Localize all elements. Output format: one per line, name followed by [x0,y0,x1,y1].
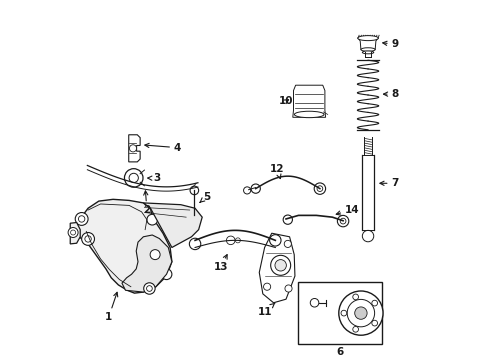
Circle shape [75,212,88,225]
Circle shape [372,300,377,306]
Text: 12: 12 [270,164,284,179]
Ellipse shape [358,36,378,41]
Polygon shape [70,222,80,244]
Text: 5: 5 [200,192,210,202]
Circle shape [347,300,375,327]
Circle shape [270,255,291,275]
Text: 6: 6 [337,347,344,357]
Circle shape [189,238,201,249]
Text: 1: 1 [105,292,118,322]
Circle shape [270,235,281,246]
Circle shape [353,327,359,332]
Text: 13: 13 [214,255,228,272]
Circle shape [317,186,323,192]
Text: 3: 3 [147,173,160,183]
Circle shape [355,307,367,319]
Circle shape [71,230,75,235]
Text: 9: 9 [383,39,398,49]
Circle shape [340,218,346,224]
Polygon shape [293,85,325,117]
Circle shape [362,230,374,242]
Polygon shape [259,233,295,303]
Polygon shape [358,38,378,50]
Circle shape [150,249,160,260]
Circle shape [235,238,241,243]
Text: 10: 10 [279,96,294,106]
Bar [298,282,382,345]
Circle shape [124,169,143,187]
Circle shape [161,269,172,280]
Circle shape [78,216,85,222]
Circle shape [244,187,251,194]
Circle shape [144,283,155,294]
Circle shape [129,145,137,152]
Circle shape [338,215,349,227]
Circle shape [353,294,359,300]
Polygon shape [77,199,172,293]
Text: 14: 14 [336,205,359,215]
Circle shape [82,233,95,246]
Polygon shape [129,135,140,162]
Circle shape [310,298,319,307]
Circle shape [283,215,293,224]
Circle shape [314,183,325,194]
Circle shape [264,283,270,290]
Text: 8: 8 [384,89,398,99]
Circle shape [190,211,198,220]
Ellipse shape [362,51,374,54]
Polygon shape [144,203,202,247]
Text: 11: 11 [257,303,275,317]
Text: 2: 2 [143,191,150,215]
Circle shape [284,240,292,247]
Polygon shape [122,235,172,292]
Circle shape [147,285,152,291]
Circle shape [85,236,91,242]
Circle shape [339,291,383,335]
Circle shape [372,320,377,326]
Text: 7: 7 [380,178,398,188]
Ellipse shape [361,48,375,51]
Circle shape [275,260,286,271]
Circle shape [251,184,260,193]
Circle shape [190,186,198,195]
Circle shape [226,236,235,245]
Circle shape [341,310,347,316]
Circle shape [285,285,292,292]
Ellipse shape [294,111,324,118]
Circle shape [147,214,158,225]
Circle shape [68,228,78,238]
Text: 4: 4 [145,143,181,153]
Circle shape [129,173,138,183]
